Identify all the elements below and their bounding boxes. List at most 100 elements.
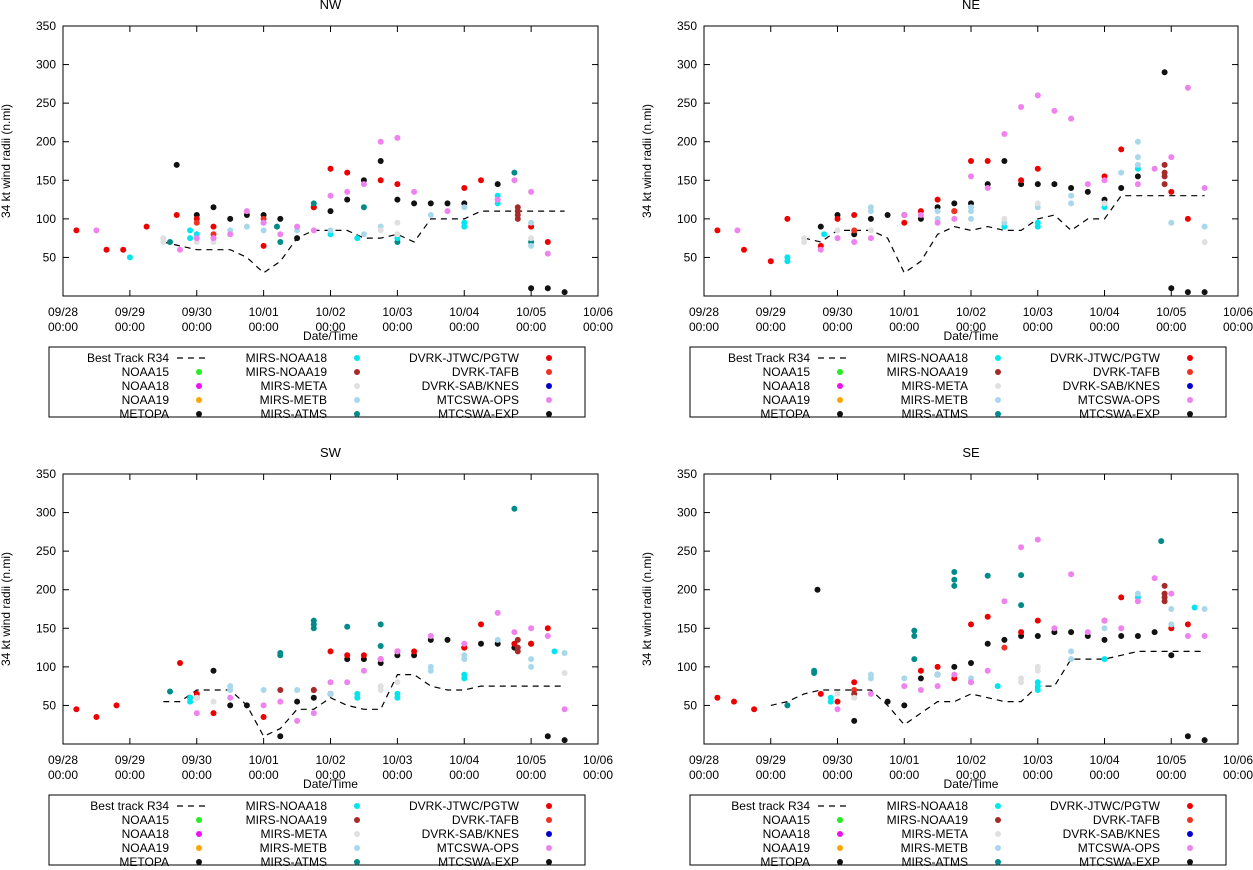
legend-label-mtcswa-exp: MTCSWA-EXP [438, 855, 519, 869]
point-mtcswa-ops [93, 227, 100, 234]
legend-label-dvrk-jtwc-pgtw: DVRK-JTWC/PGTW [409, 799, 520, 813]
panel-se: SE 50 100 150 200 250 300 350 09/28 00:00 09/29 00:… [640, 445, 1253, 869]
x-tick-label: 09/29 00:00 [115, 305, 145, 334]
point-mtcswa-exp [1151, 629, 1158, 636]
point-mtcswa-ops [227, 231, 234, 238]
y-tick-label: 100 [36, 660, 56, 674]
point-mtcswa-ops [1201, 185, 1208, 191]
x-tick-label: 09/29 00:00 [756, 305, 786, 334]
point-mirs-metb [1168, 219, 1175, 226]
point-dvrk-jtwc-pgtw [784, 215, 791, 222]
point-mirs-atms [167, 688, 173, 695]
legend-label-mirs-atms: MIRS-ATMS [902, 855, 968, 869]
point-mirs-meta [394, 231, 401, 238]
y-tick-label: 300 [677, 58, 697, 72]
y-tick-label: 100 [36, 212, 56, 226]
point-dvrk-jtwc-pgtw [901, 219, 908, 226]
point-mirs-meta [834, 690, 841, 697]
point-dvrk-jtwc-pgtw [93, 714, 100, 720]
x-tick-label: 09/28 00:00 [689, 753, 719, 782]
point-mirs-noaa18 [461, 675, 468, 682]
point-mtcswa-ops [1084, 181, 1091, 188]
point-mtcswa-ops [867, 235, 874, 242]
point-dvrk-jtwc-pgtw [1118, 146, 1125, 153]
legend-label-metopa: METOPA [760, 407, 810, 421]
y-tick-label: 350 [36, 19, 56, 33]
point-mirs-metb [327, 227, 334, 234]
legend-label-dvrk-tafb: DVRK-TAFB [452, 365, 519, 379]
y-tick-label: 50 [43, 250, 57, 264]
point-dvrk-jtwc-pgtw [344, 652, 351, 659]
point-mtcswa-ops [934, 219, 941, 226]
y-tick-label: 350 [677, 19, 697, 33]
y-axis-label: 34 kt wind radii (n.mi) [640, 104, 654, 218]
point-dvrk-jtwc-pgtw [120, 246, 127, 253]
legend-label-mirs-metb: MIRS-METB [260, 393, 327, 407]
legend-label-noaa19: NOAA19 [122, 841, 170, 855]
point-mirs-metb [1134, 154, 1141, 161]
y-tick-label: 250 [677, 96, 697, 110]
legend-swatch-mirs-meta [995, 383, 1001, 389]
legend-label-noaa18: NOAA18 [763, 379, 811, 393]
point-mtcswa-exp [1084, 188, 1091, 195]
legend-swatch-mirs-metb [354, 845, 360, 851]
point-dvrk-jtwc-pgtw [1118, 594, 1125, 601]
point-dvrk-jtwc-pgtw [1034, 165, 1041, 172]
point-mtcswa-ops [394, 648, 401, 655]
point-mtcswa-exp [327, 208, 334, 215]
point-mtcswa-ops [310, 710, 317, 717]
x-tick-label: 10/06 00:00 [1223, 305, 1253, 334]
legend-swatch-mirs-meta [354, 831, 360, 837]
legend-label-noaa18: NOAA18 [122, 379, 170, 393]
point-dvrk-jtwc-pgtw [394, 181, 401, 188]
y-axis-label: 34 kt wind radii (n.mi) [0, 552, 13, 666]
y-tick-label: 250 [36, 544, 56, 558]
point-mirs-meta [193, 694, 200, 701]
y-tick-label: 300 [36, 58, 56, 72]
point-mtcswa-ops [1068, 115, 1075, 122]
legend-swatch-mirs-atms [354, 859, 360, 865]
point-mtcswa-ops [1068, 571, 1075, 578]
point-dvrk-jtwc-pgtw [714, 227, 721, 234]
panel-nw: NW 50 100 150 200 250 300 350 09/28 00:00 09/29 00:… [0, 0, 613, 421]
point-mtcswa-ops [817, 246, 824, 253]
plot-frame [703, 473, 1239, 745]
legend-swatch-mirs-noaa19 [995, 817, 1001, 823]
point-mtcswa-exp [210, 667, 217, 674]
point-dvrk-jtwc-pgtw [478, 177, 484, 184]
point-mtcswa-exp [243, 702, 250, 709]
point-mirs-metb [1118, 169, 1125, 176]
point-mtcswa-ops [511, 629, 518, 636]
x-tick-label: 10/01 00:00 [249, 753, 279, 782]
y-axis-label: 34 kt wind radii (n.mi) [0, 104, 13, 218]
legend-label-mtcswa-exp: MTCSWA-EXP [1079, 407, 1160, 421]
point-mtcswa-ops [277, 231, 284, 238]
y-tick-label: 250 [677, 544, 697, 558]
point-mirs-metb [528, 219, 535, 226]
point-mirs-atms [984, 572, 991, 579]
x-tick-label: 09/30 00:00 [182, 305, 212, 334]
point-mtcswa-ops [360, 667, 367, 674]
point-mtcswa-ops [867, 690, 874, 697]
point-mtcswa-ops [344, 188, 351, 195]
legend-label-mirs-noaa19: MIRS-NOAA19 [887, 365, 969, 379]
point-mirs-metb [327, 690, 334, 697]
point-mtcswa-ops [1118, 625, 1125, 632]
point-mtcswa-ops [294, 717, 301, 724]
point-mtcswa-ops [294, 223, 301, 230]
legend-label-noaa15: NOAA15 [122, 365, 170, 379]
point-mtcswa-exp [427, 200, 434, 207]
x-tick-label: 10/01 00:00 [889, 753, 919, 782]
point-dvrk-jtwc-pgtw [113, 702, 120, 709]
point-mtcswa-ops [1184, 633, 1191, 639]
point-mtcswa-exp [411, 200, 418, 207]
point-mirs-metb [294, 687, 301, 693]
point-mirs-noaa18 [1101, 656, 1108, 663]
point-mtcswa-ops [360, 181, 367, 188]
point-dvrk-jtwc-pgtw [731, 698, 737, 705]
legend-swatch-noaa18 [837, 831, 843, 837]
point-mirs-atms [344, 623, 351, 630]
point-mtcswa-ops [1134, 181, 1141, 188]
point-mtcswa-ops [544, 633, 551, 639]
legend-label-metopa: METOPA [119, 855, 169, 869]
